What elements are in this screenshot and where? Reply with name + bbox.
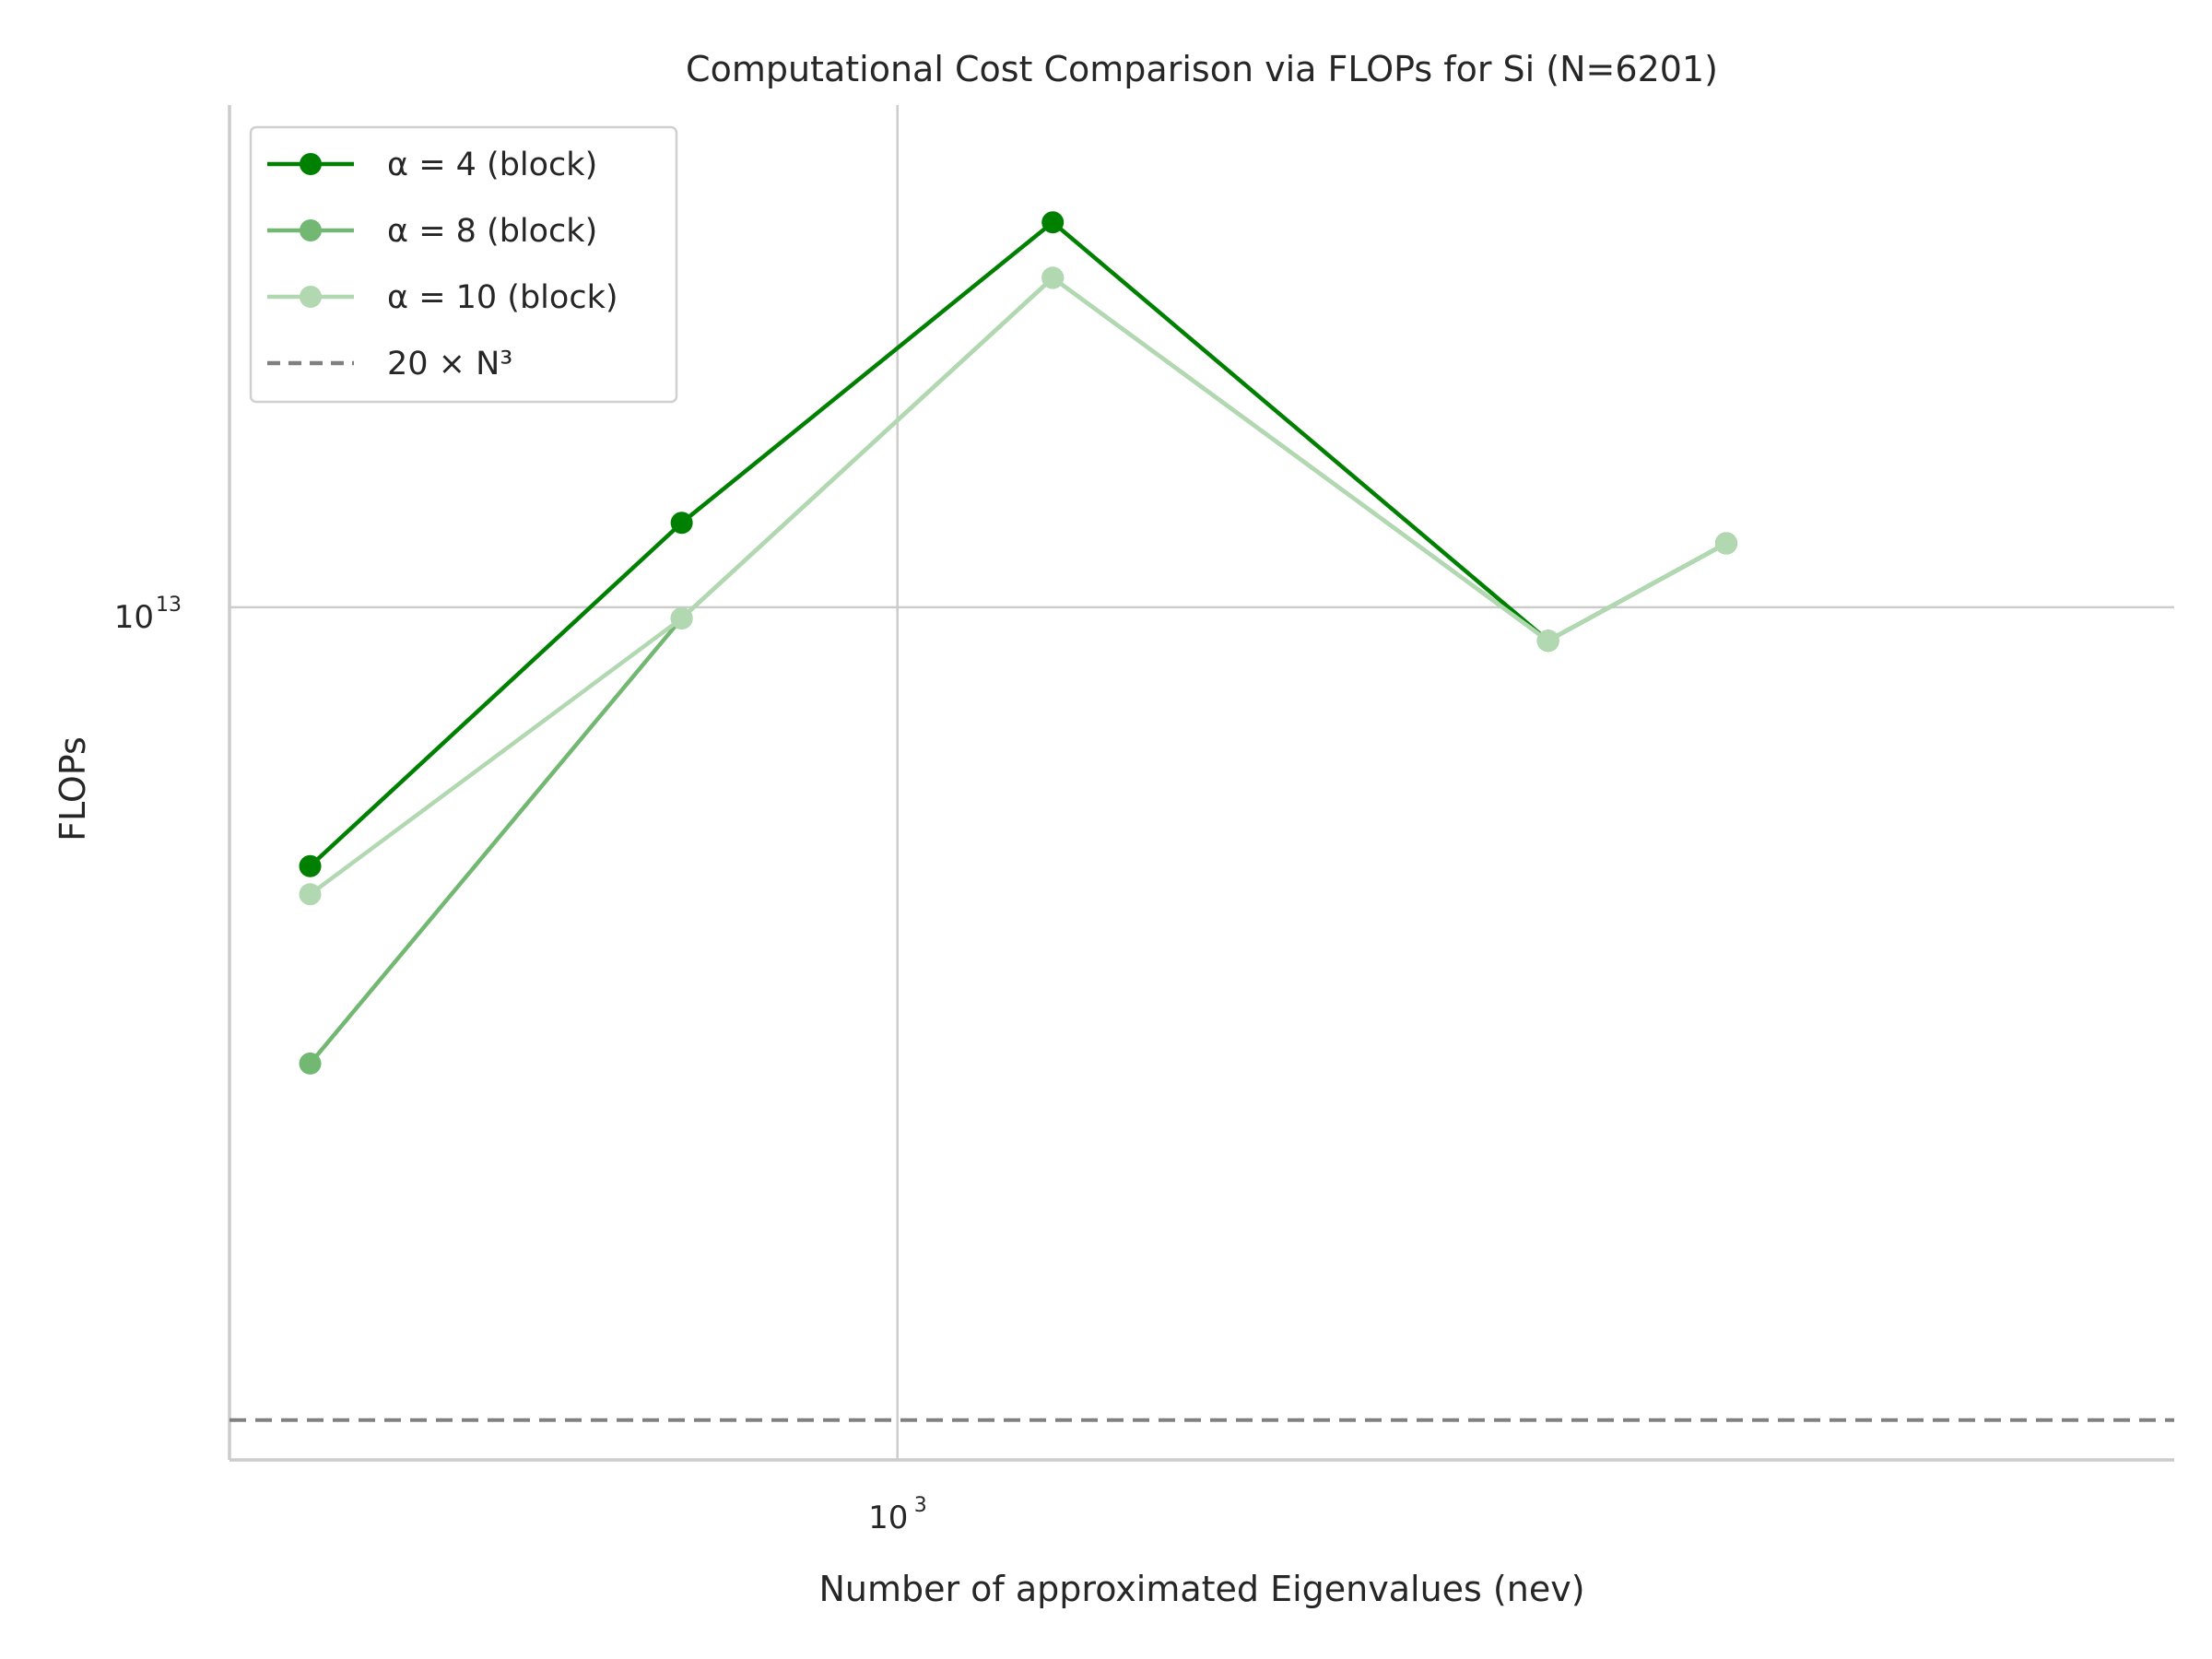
data-point (670, 512, 693, 535)
data-point (299, 1052, 322, 1075)
legend: α = 4 (block) α = 8 (block) α = 10 (block)… (249, 125, 678, 404)
legend-marker (300, 153, 322, 175)
x-tick-exponent: 3 (914, 1494, 927, 1517)
data-point (299, 854, 322, 877)
y-tick-label: 10 (114, 599, 154, 636)
legend-frame (249, 125, 678, 404)
legend-label: 20 × N³ (387, 346, 512, 382)
legend-label: α = 8 (block) (387, 213, 597, 250)
legend-marker (300, 219, 322, 241)
x-axis-label: Number of approximated Eigenvalues (nev) (818, 1569, 1584, 1609)
x-tick-label: 10 (868, 1500, 908, 1536)
axes-spines (228, 105, 2174, 1462)
data-point (1041, 266, 1065, 289)
tick-layer: 10 310 13 (114, 594, 927, 1536)
data-point (1041, 211, 1065, 234)
y-axis-label: FLOPs (53, 736, 93, 841)
series-3 (299, 266, 1737, 906)
data-layer (229, 211, 2174, 1422)
data-point (299, 883, 322, 906)
data-point (1714, 532, 1737, 555)
data-point (1536, 629, 1559, 653)
chart-title: Computational Cost Comparison via FLOPs … (686, 49, 1718, 89)
grid-layer (229, 105, 2174, 1460)
data-point (670, 606, 693, 629)
legend-label: α = 10 (block) (387, 279, 618, 316)
legend-label: α = 4 (block) (387, 147, 597, 183)
legend-marker (300, 286, 322, 308)
y-tick-exponent: 13 (156, 594, 182, 617)
